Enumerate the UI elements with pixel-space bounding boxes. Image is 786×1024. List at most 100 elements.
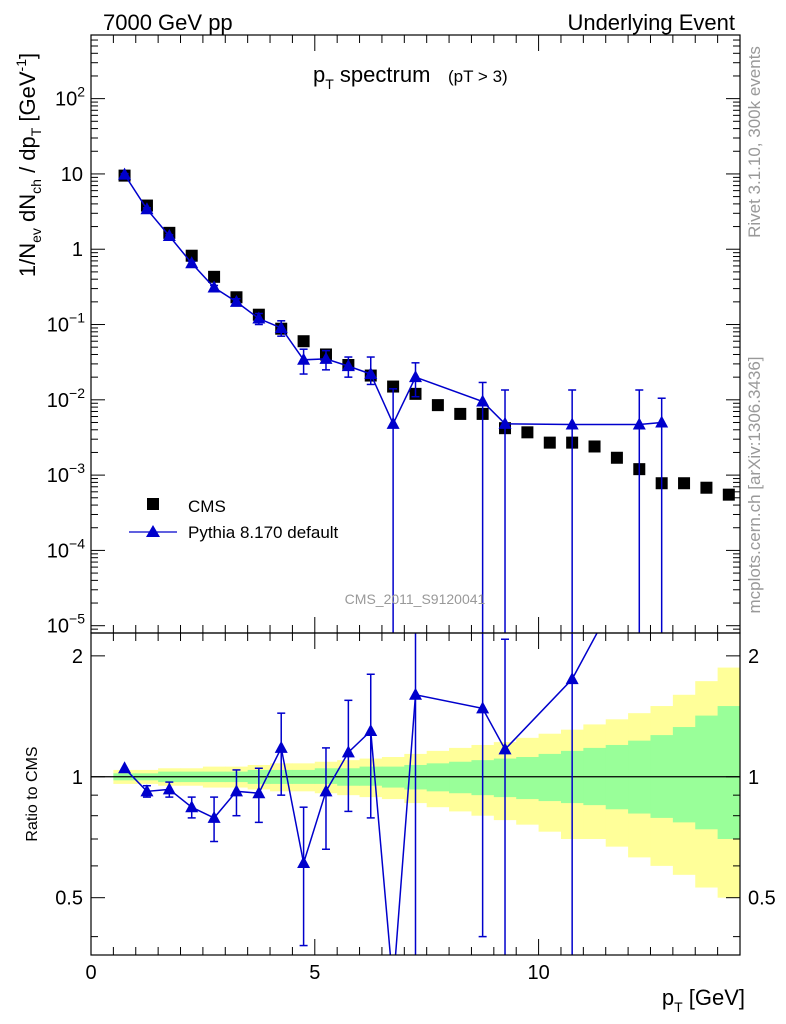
ratio-data-point [162,782,176,795]
cms-data-point [700,481,713,494]
main-ytick-exp: −1 [69,310,85,326]
ratio-ytick-label-right: 0.5 [748,888,776,910]
main-ytick-label: 10−2 [47,385,85,412]
ratio-band-green [538,753,562,802]
cms-data-point [610,451,623,464]
ratio-ytick-label-left: 0.5 [55,888,83,910]
ratio-ytick-label-left: 1 [72,767,83,789]
main-ytick-base: 10 [47,540,69,562]
ratio-series-group [118,633,598,955]
main-ytick-base: 10 [55,89,77,111]
cms-data-point [297,335,310,348]
main-ylabel: 1/Nev dNch / dpT [GeV-1] [13,53,44,277]
pythia-data-point [632,417,646,430]
header-right: Underlying Event [567,10,735,35]
ratio-line [124,633,598,955]
ratio-data-point [274,740,288,753]
ratio-band-green [516,757,540,800]
ratio-ytick-label-left: 2 [72,646,83,668]
main-ytick-exp: 2 [77,84,85,100]
cms-data-point [521,426,534,439]
pythia-data-point [185,256,199,269]
ratio-ytick-label-right: 1 [748,767,759,789]
ratio-data-point [364,724,378,737]
pythia-data-point [409,370,422,383]
pythia-data-point [476,394,490,407]
ratio-data-point [341,745,355,758]
analysis-label: CMS_2011_S9120041 [345,591,486,607]
pythia-data-point [386,416,400,429]
main-ytick-label: 10−4 [47,535,85,562]
header-left: 7000 GeV pp [103,10,233,35]
main-ytick-label: 10−5 [47,611,85,638]
main-ytick-base: 10 [47,616,69,638]
ratio-ylabel: Ratio to CMS [24,746,41,841]
ratio-data-point [297,856,311,869]
ratio-data-point [118,761,132,774]
cms-data-point [678,477,691,490]
x-tick-label: 5 [309,962,320,984]
x-axis-label: pT [GeV] [662,985,745,1015]
pythia-data-point [364,367,378,380]
mcplots-label: mcplots.cern.ch [arXiv:1306.3436] [745,356,764,613]
ratio-frame [90,632,741,956]
cms-data-point [543,436,556,449]
ratio-band-green [717,706,741,839]
ratio-data-point [476,701,490,714]
ratio-data-point [319,784,333,797]
ratio-data-point [409,687,422,700]
pythia-data-point [341,359,355,372]
main-ytick-label: 10 [61,164,83,186]
chart-title: pT spectrum [313,62,430,92]
ratio-data-point [185,800,199,813]
pythia-data-point [140,202,154,215]
main-ytick-base: 10 [47,315,69,337]
pythia-data-point [655,415,669,428]
main-ytick-exp: −4 [69,535,85,551]
ratio-data-point [140,784,154,797]
legend: CMS Pythia 8.170 default [129,497,339,542]
main-ytick-label: 10−3 [47,460,85,487]
ratio-band-green [672,727,696,823]
legend-cms-marker [147,498,159,510]
main-frame [90,34,741,634]
pythia-data-point [229,294,243,307]
pythia-data-point [319,351,333,364]
pythia-data-point [565,417,579,430]
main-ytick-exp: −5 [69,611,85,627]
main-ytick-label: 10−1 [47,310,85,337]
ratio-panel: 0.5 0.5 1 1 2 2 0 5 10 Ratio to CMS pT [GeV] [24,632,776,1015]
rivet-label: Rivet 3.1.10, 300k events [745,46,764,238]
x-tick-label: 0 [85,962,96,984]
cms-data-point [588,440,601,453]
main-ytick-label: 102 [55,84,85,111]
pythia-data-point [207,280,221,293]
legend-pythia-marker [146,525,160,537]
cms-data-point [431,399,444,412]
pythia-data-point [274,320,288,333]
main-ytick-base: 10 [47,465,69,487]
legend-cms-label: CMS [188,497,226,516]
pythia-data-point [252,311,266,324]
pythia-data-point [162,228,176,241]
main-ytick-exp: −2 [69,385,85,401]
ratio-data-point [252,786,266,799]
x-tick-label: 10 [527,962,549,984]
pythia-data-point [118,167,132,180]
pythia-data-point [498,416,512,429]
main-ytick-exp: −3 [69,460,85,476]
ratio-data-point [565,672,579,685]
ratio-data-point [207,810,221,823]
ratio-ytick-label-right: 2 [748,646,759,668]
legend-pythia-label: Pythia 8.170 default [188,523,339,542]
main-ytick-base: 10 [61,164,83,186]
main-ytick-base: 1 [72,239,83,261]
pythia-data-point [297,352,311,365]
cms-data-point [208,270,221,283]
main-ytick-base: 10 [47,390,69,412]
main-ytick-label: 1 [72,239,83,261]
ratio-data-point [229,784,243,797]
ratio-data-point [498,742,512,755]
